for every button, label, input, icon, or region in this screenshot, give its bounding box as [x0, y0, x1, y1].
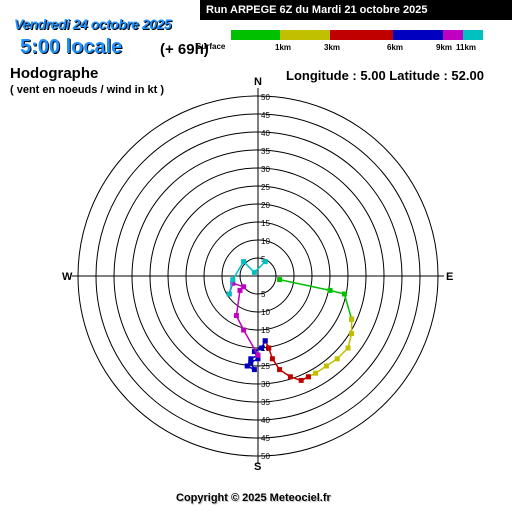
series-point: [255, 356, 261, 362]
series-point: [248, 359, 254, 365]
series-point: [241, 327, 247, 333]
location-coordinates: Longitude : 5.00 Latitude : 52.00: [286, 68, 484, 83]
forecast-offset: (+ 69h): [160, 41, 209, 58]
compass-west-label: W: [62, 271, 73, 283]
series-point: [269, 356, 275, 362]
ring-label: 45: [261, 111, 270, 120]
series-line: [228, 282, 259, 356]
run-title-bar: [200, 0, 512, 20]
ring-label: 15: [261, 326, 270, 335]
chart-title: Hodographe: [10, 65, 99, 82]
ring-label: 50: [261, 93, 270, 102]
legend-swatch: [231, 30, 280, 40]
series-point: [349, 331, 355, 337]
series-point: [241, 259, 247, 265]
series-line: [279, 278, 353, 320]
legend-label: 11km: [456, 43, 476, 52]
series-point: [266, 345, 272, 351]
series-point: [259, 345, 265, 351]
series-point: [323, 363, 329, 369]
series-point: [251, 349, 257, 355]
forecast-time: 5:00 locale: [20, 36, 123, 58]
series-point: [341, 291, 347, 297]
compass-east-label: E: [446, 271, 453, 283]
altitude-legend: Surface 1km 3km 6km 9km 11km: [196, 30, 483, 52]
series-point: [313, 370, 319, 376]
series-point: [226, 291, 232, 297]
series-point: [251, 269, 257, 275]
ring-label: 30: [261, 380, 270, 389]
ring-label: 25: [261, 362, 270, 371]
series-point: [237, 287, 243, 293]
legend-swatch: [463, 30, 483, 40]
series-point: [230, 280, 236, 286]
legend-swatch: [280, 30, 330, 40]
legend-label: 6km: [387, 43, 403, 52]
ring-label: 45: [261, 434, 270, 443]
compass-north-label: N: [254, 76, 262, 88]
series-point: [241, 284, 247, 290]
legend-swatch: [393, 30, 443, 40]
legend-label: 3km: [324, 43, 340, 52]
ring-label: 35: [261, 398, 270, 407]
legend-label: 9km: [436, 43, 452, 52]
series-point: [287, 374, 293, 380]
run-title: Run ARPEGE 6Z du Mardi 21 octobre 2025: [206, 4, 428, 16]
legend-swatch: [330, 30, 393, 40]
ring-label: 40: [261, 129, 270, 138]
ring-label: 20: [261, 201, 270, 210]
series-point: [327, 287, 333, 293]
series-point: [244, 363, 250, 369]
series-point: [334, 356, 340, 362]
series-point: [305, 374, 311, 380]
compass-south-label: S: [254, 461, 261, 473]
series-point: [262, 338, 268, 344]
forecast-date: Vendredi 24 octobre 2025: [14, 16, 172, 32]
series-point: [298, 377, 304, 383]
ring-label: 5: [261, 290, 266, 299]
copyright-notice: Copyright © 2025 Meteociel.fr: [176, 492, 331, 504]
chart-subtitle: ( vent en noeuds / wind in kt ): [10, 84, 165, 96]
ring-label: 20: [261, 344, 270, 353]
legend-swatch: [443, 30, 463, 40]
series-point: [277, 367, 283, 373]
ring-label: 40: [261, 416, 270, 425]
series-point: [248, 356, 254, 362]
series-point: [277, 277, 283, 283]
series-point: [251, 367, 257, 373]
ring-label: 15: [261, 219, 270, 228]
ring-label: 50: [261, 452, 270, 461]
ring-label: 25: [261, 183, 270, 192]
legend-label: 1km: [275, 43, 291, 52]
ring-label: 30: [261, 165, 270, 174]
ring-label: 10: [261, 308, 270, 317]
series-point: [345, 345, 351, 351]
ring-label: 35: [261, 147, 270, 156]
series-point: [262, 259, 268, 265]
ring-label: 10: [261, 237, 270, 246]
legend-label: Surface: [196, 42, 226, 51]
series-point: [233, 313, 239, 319]
series-point: [349, 316, 355, 322]
series-point: [230, 277, 236, 283]
series-point: [255, 352, 261, 358]
